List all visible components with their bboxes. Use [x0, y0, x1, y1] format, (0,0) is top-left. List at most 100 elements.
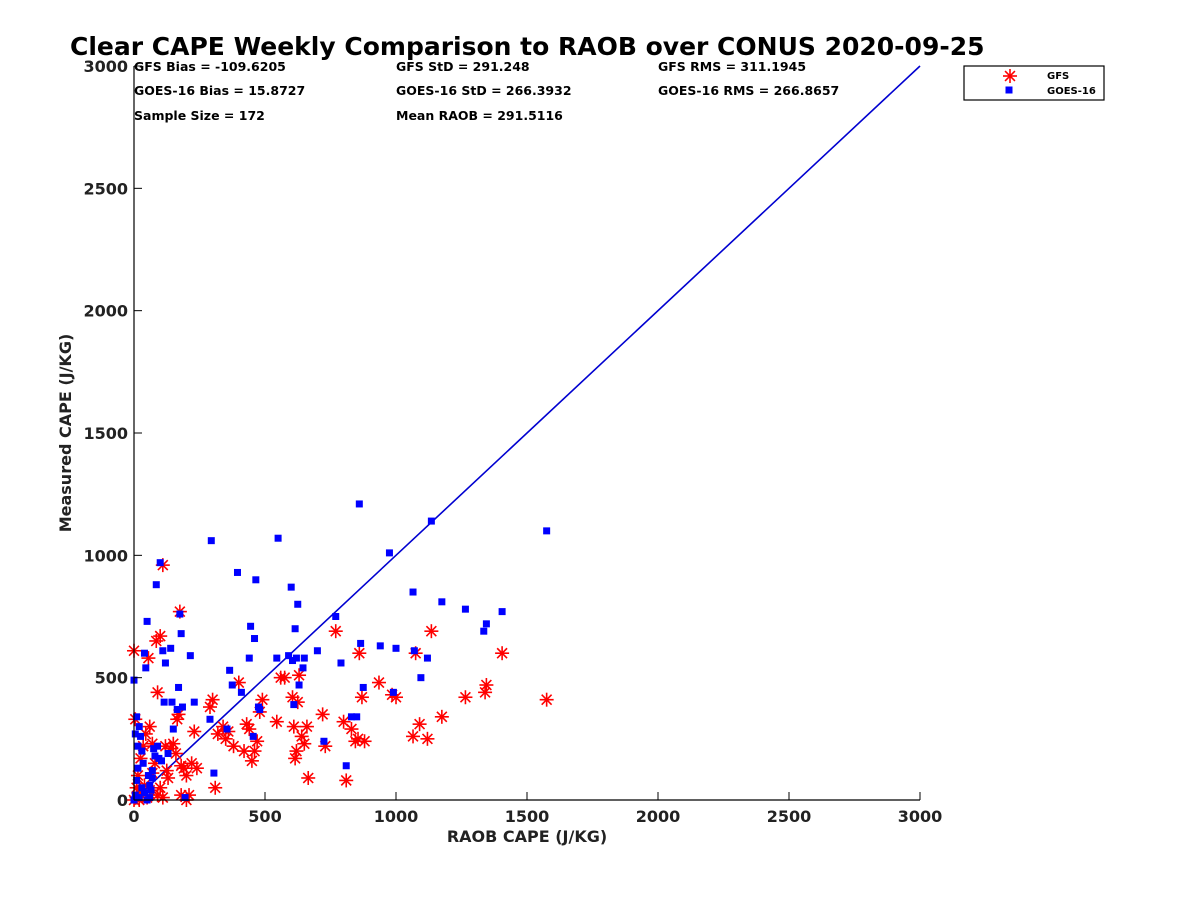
y-tick-label: 3000	[83, 57, 128, 76]
goes-16-point	[134, 764, 142, 772]
chart-title: Clear CAPE Weekly Comparison to RAOB ove…	[70, 32, 985, 61]
gfs-point	[153, 629, 168, 644]
goes-16-point	[274, 534, 282, 542]
goes-16-point	[143, 617, 151, 625]
gfs-point	[339, 773, 354, 788]
gfs-point	[424, 624, 439, 639]
goes-16-point	[131, 730, 139, 738]
goes-16-point	[151, 752, 159, 760]
goes-16-point	[320, 737, 328, 745]
gfs-point	[187, 724, 202, 739]
x-tick-label: 0	[128, 807, 139, 826]
goes-16-point	[134, 742, 142, 750]
goes-16-point	[133, 713, 141, 721]
goes-16-point	[389, 688, 397, 696]
legend-goes-label: GOES-16	[1047, 86, 1096, 97]
gfs-point	[210, 726, 225, 741]
gfs-point	[297, 736, 312, 751]
y-ticks: 0 500 1000 1500 2000 2500 3000	[83, 57, 142, 810]
gfs-point	[406, 729, 421, 744]
goes-16-point	[226, 666, 234, 674]
goes-16-point	[131, 791, 139, 799]
goes-16-point	[337, 659, 345, 667]
goes-16-point	[177, 630, 185, 638]
goes-16-point	[175, 683, 183, 691]
gfs-point	[155, 790, 170, 805]
goes-16-point	[480, 627, 488, 635]
goes-16-point	[291, 625, 299, 633]
goes-16-point	[138, 784, 146, 792]
gfs-point	[328, 624, 343, 639]
y-axis-label: Measured CAPE (J/KG)	[56, 334, 75, 533]
gfs-point	[371, 675, 386, 690]
stat-sample-size: Sample Size = 172	[134, 108, 265, 123]
y-tick-label: 500	[95, 669, 128, 688]
goes-16-point	[342, 762, 350, 770]
goes-16-point	[160, 698, 168, 706]
y-tick-label: 1500	[83, 424, 128, 443]
legend-goes-marker	[1005, 86, 1013, 94]
goes-16-point	[150, 745, 158, 753]
goes-16-point	[146, 781, 154, 789]
y-tick-label: 1000	[83, 546, 128, 565]
goes-16-point	[273, 654, 281, 662]
goes-16-point	[154, 742, 162, 750]
one-to-one-line	[133, 65, 921, 801]
y-tick-label: 2500	[83, 179, 128, 198]
legend-goes-symbol	[1005, 86, 1013, 94]
goes-16-point	[152, 581, 160, 589]
goes-16-point	[181, 794, 189, 802]
goes-16-point	[385, 549, 393, 557]
gfs-point	[179, 768, 194, 783]
goes-16-point	[148, 774, 156, 782]
x-tick-label: 1000	[374, 807, 419, 826]
goes-16-point	[409, 588, 417, 596]
goes-16-point	[135, 794, 143, 802]
goes-16-point	[482, 620, 490, 628]
legend-gfs-label: GFS	[1047, 71, 1069, 82]
goes-16-point	[498, 608, 506, 616]
goes-16-point	[245, 654, 253, 662]
axes: 0 500 1000 1500 2000 2500 3000 0 500 1000 1500 200…	[83, 57, 942, 826]
goes-16-point	[287, 583, 295, 591]
goes-16-point	[206, 715, 214, 723]
gfs-point	[344, 722, 359, 737]
goes-16-point	[410, 647, 418, 655]
goes-16-point	[461, 605, 469, 613]
goes-16-point	[357, 639, 365, 647]
goes-16-point	[347, 713, 355, 721]
gfs-point	[208, 780, 223, 795]
goes-16-point	[190, 698, 198, 706]
stat-goes-bias: GOES-16 Bias = 15.8727	[134, 83, 305, 98]
gfs-point	[354, 690, 369, 705]
gfs-point	[142, 719, 157, 734]
stat-gfs-std: GFS StD = 291.248	[396, 59, 530, 74]
gfs-point	[277, 670, 292, 685]
goes-16-point	[438, 598, 446, 606]
gfs-point	[255, 692, 270, 707]
goes-16-point	[178, 703, 186, 711]
goes-16-point	[376, 642, 384, 650]
goes-16-point	[313, 647, 321, 655]
legend-gfs-symbol	[1003, 69, 1017, 83]
x-tick-label: 3000	[898, 807, 943, 826]
goes-16-point	[167, 644, 175, 652]
goes-16-point	[156, 559, 164, 567]
goes-16-point	[256, 705, 264, 713]
goes-16-point	[247, 622, 255, 630]
goes-16-point	[223, 725, 231, 733]
goes-16-point	[176, 610, 184, 618]
goes-16-point	[233, 568, 241, 576]
gfs-point	[352, 646, 367, 661]
goes-16-point	[353, 713, 361, 721]
goes-16-point	[147, 786, 155, 794]
goes-16-point	[417, 674, 425, 682]
gfs-point	[351, 731, 366, 746]
goes-16-point	[135, 723, 143, 731]
gfs-point	[286, 719, 301, 734]
stats-block: GFS Bias = -109.6205 GFS StD = 291.248 G…	[134, 59, 839, 123]
goes-16-point	[158, 757, 166, 765]
goes-16-point	[332, 613, 340, 620]
